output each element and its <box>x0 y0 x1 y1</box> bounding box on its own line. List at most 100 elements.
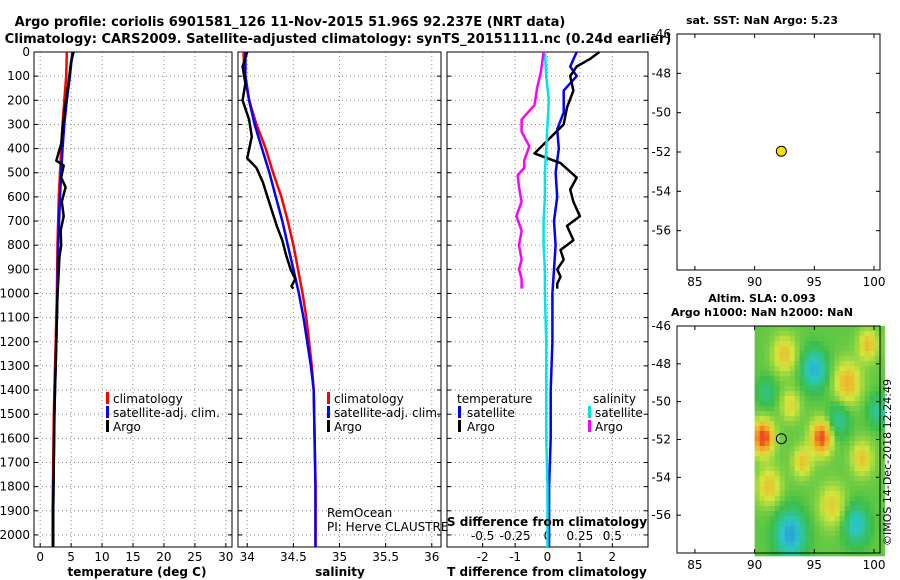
heatmap-cell <box>874 451 880 457</box>
heatmap-cell <box>814 326 820 332</box>
heatmap-cell <box>844 451 850 457</box>
heatmap-cell <box>874 401 880 407</box>
heatmap-cell <box>854 481 860 487</box>
heatmap-cell <box>879 371 885 377</box>
heatmap-cell <box>839 456 845 462</box>
heatmap-cell <box>829 431 835 437</box>
heatmap-cell <box>864 351 870 357</box>
heatmap-cell <box>754 531 760 537</box>
heatmap-cell <box>794 391 800 397</box>
heatmap-cell <box>869 501 875 507</box>
heatmap-cell <box>834 366 840 372</box>
heatmap-cell <box>839 411 845 417</box>
legend-label-satellite: satellite-adj. clim. <box>113 406 220 420</box>
heatmap-cell <box>844 456 850 462</box>
series-line-temp_sat_diff <box>547 51 578 547</box>
y-tick-label: 1300 <box>0 359 30 373</box>
heatmap-cell <box>869 431 875 437</box>
heatmap-cell <box>839 551 845 557</box>
heatmap-cell <box>809 341 815 347</box>
heatmap-cell <box>784 351 790 357</box>
heatmap-cell <box>784 431 790 437</box>
heatmap-cell <box>789 501 795 507</box>
heatmap-cell <box>834 351 840 357</box>
heatmap-cell <box>874 461 880 467</box>
heatmap-cell <box>834 346 840 352</box>
heatmap-cell <box>864 366 870 372</box>
heatmap-cell <box>869 361 875 367</box>
legend-swatch-climatology <box>327 392 330 404</box>
heatmap-cell <box>859 381 865 387</box>
heatmap-cell <box>844 341 850 347</box>
heatmap-cell <box>839 406 845 412</box>
heatmap-cell <box>789 471 795 477</box>
heatmap-cell <box>779 446 785 452</box>
heatmap-cell <box>769 466 775 472</box>
heatmap-cell <box>869 541 875 547</box>
legend-label-argo: Argo <box>113 420 141 434</box>
heatmap-cell <box>824 376 830 382</box>
heatmap-cell <box>809 386 815 392</box>
heatmap-cell <box>754 446 760 452</box>
heatmap-cell <box>764 456 770 462</box>
heatmap-cell <box>759 441 765 447</box>
y-tick-label: 1200 <box>0 335 30 349</box>
heatmap-cell <box>824 451 830 457</box>
heatmap-cell <box>754 436 760 442</box>
heatmap-cell <box>824 406 830 412</box>
heatmap-cell <box>769 421 775 427</box>
heatmap-cell <box>814 466 820 472</box>
heatmap-cell <box>829 521 835 527</box>
heatmap-cell <box>769 506 775 512</box>
heatmap-cell <box>814 491 820 497</box>
heatmap-cell <box>834 451 840 457</box>
timestamp-label: ©IMOS 14-Dec-2018 12:24:49 <box>881 379 894 546</box>
heatmap-cell <box>839 541 845 547</box>
heatmap-cell <box>879 391 885 397</box>
heatmap-cell <box>764 531 770 537</box>
heatmap-cell <box>839 491 845 497</box>
heatmap-cell <box>774 466 780 472</box>
x-tick-label: 95 <box>807 558 822 572</box>
heatmap-cell <box>834 551 840 557</box>
heatmap-cell <box>784 491 790 497</box>
heatmap-cell <box>799 441 805 447</box>
heatmap-cell <box>794 411 800 417</box>
heatmap-cell <box>829 551 835 557</box>
heatmap-cell <box>874 486 880 492</box>
heatmap-cell <box>809 431 815 437</box>
series-line-sal_sat_diff <box>542 51 551 547</box>
heatmap-cell <box>759 471 765 477</box>
heatmap-cell <box>829 471 835 477</box>
heatmap-cell <box>824 416 830 422</box>
heatmap-cell <box>829 346 835 352</box>
heatmap-cell <box>769 416 775 422</box>
heatmap-cell <box>844 426 850 432</box>
heatmap-cell <box>874 516 880 522</box>
heatmap-cell <box>804 336 810 342</box>
heatmap-cell <box>839 336 845 342</box>
heatmap-cell <box>849 446 855 452</box>
heatmap-cell <box>789 456 795 462</box>
y-tick-label: -50 <box>651 106 671 120</box>
heatmap-cell <box>864 426 870 432</box>
heatmap-cell <box>754 431 760 437</box>
heatmap-cell <box>869 426 875 432</box>
heatmap-cell <box>799 326 805 332</box>
legend-swatch-sal-satellite <box>588 406 591 418</box>
heatmap-cell <box>789 431 795 437</box>
heatmap-cell <box>829 541 835 547</box>
heatmap-cell <box>849 456 855 462</box>
heatmap-cell <box>829 451 835 457</box>
heatmap-cell <box>824 401 830 407</box>
heatmap-cell <box>764 401 770 407</box>
heatmap-cell <box>859 396 865 402</box>
heatmap-cell <box>794 401 800 407</box>
heatmap-cell <box>874 551 880 557</box>
y-tick-label: 2000 <box>0 528 30 542</box>
heatmap-cell <box>869 441 875 447</box>
heatmap-cell <box>824 521 830 527</box>
heatmap-cell <box>869 351 875 357</box>
heatmap-cell <box>764 396 770 402</box>
heatmap-cell <box>819 416 825 422</box>
